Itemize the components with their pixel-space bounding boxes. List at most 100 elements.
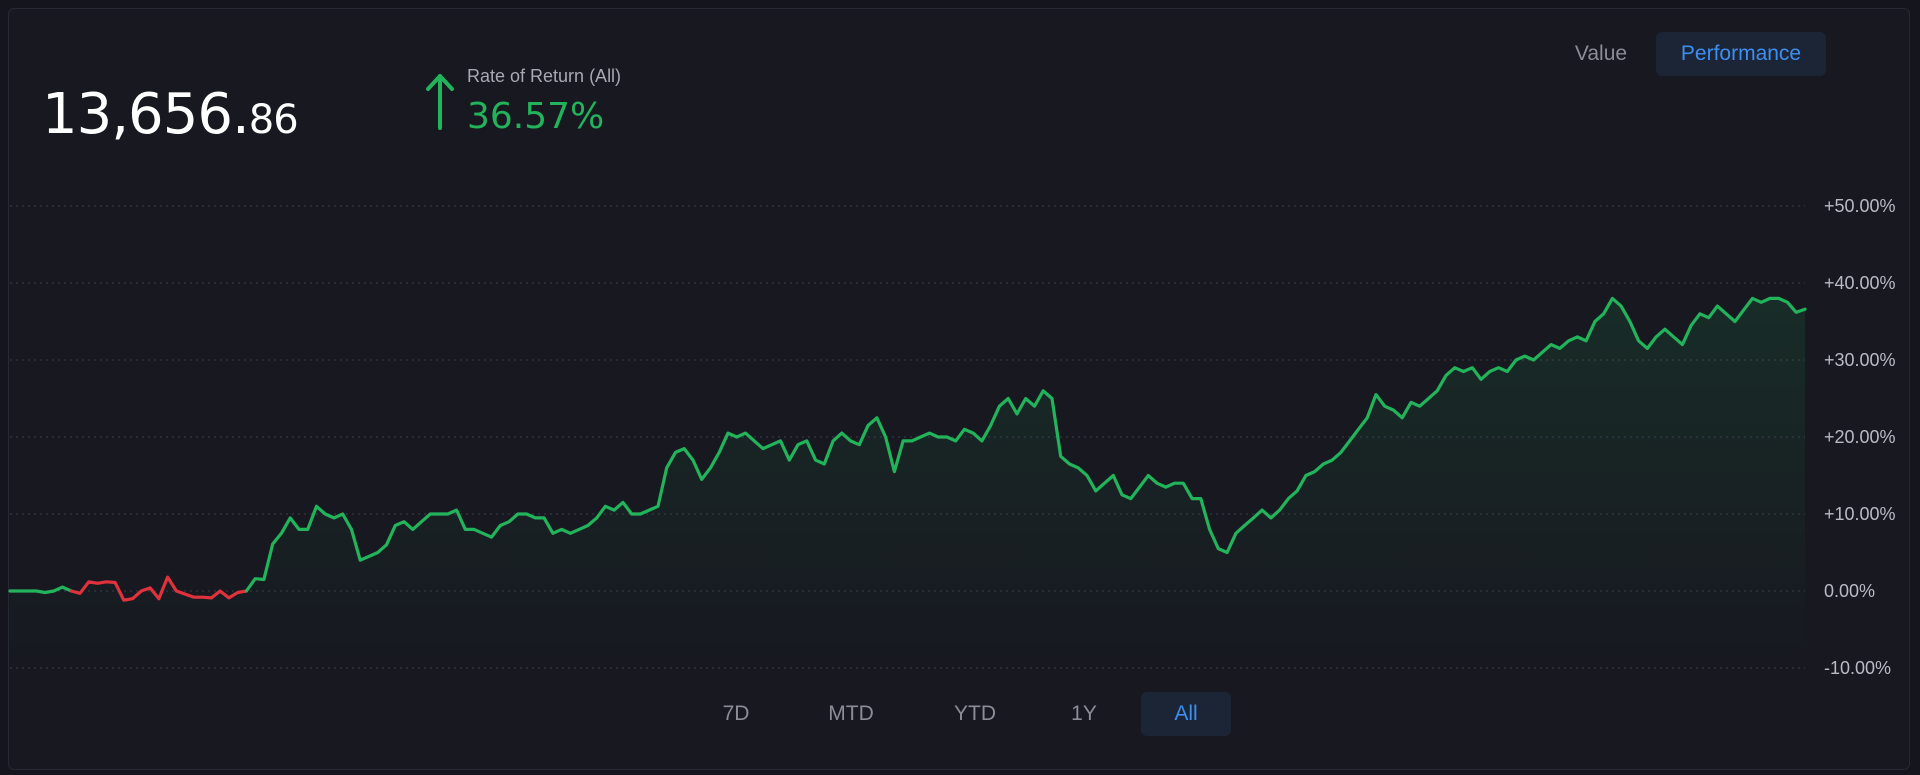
data-point (174, 589, 178, 593)
data-point (630, 512, 634, 516)
y-tick-label: +30.00% (1824, 350, 1896, 370)
data-point (236, 591, 240, 595)
data-point (34, 589, 38, 593)
data-point (822, 462, 826, 466)
data-point (1216, 547, 1220, 551)
data-point (1164, 485, 1168, 489)
data-point (831, 439, 835, 443)
data-point (1024, 397, 1028, 401)
data-point (1339, 450, 1343, 454)
data-point (1050, 397, 1054, 401)
data-point (971, 431, 975, 435)
data-point (262, 578, 266, 582)
data-point (1777, 296, 1781, 300)
data-point (1313, 470, 1317, 474)
data-point (279, 531, 283, 535)
data-point (1304, 474, 1308, 478)
data-point (306, 527, 310, 531)
data-point (52, 589, 56, 593)
data-point (638, 512, 642, 516)
data-point (1663, 327, 1667, 331)
data-point (472, 527, 476, 531)
range-all-button[interactable]: All (1141, 692, 1231, 736)
portfolio-value-decimals: 86 (248, 97, 299, 143)
data-point (1470, 366, 1474, 370)
data-point (1041, 389, 1045, 393)
data-point (1794, 310, 1798, 314)
data-point (139, 589, 143, 593)
range-7d-button[interactable]: 7D (722, 702, 750, 725)
performance-line-positive (8, 585, 73, 595)
data-point (1759, 300, 1763, 304)
data-point (1567, 339, 1571, 343)
range-1y-button[interactable]: 1Y (1071, 702, 1097, 725)
data-point (779, 439, 783, 443)
data-point (1234, 531, 1238, 535)
data-point (674, 450, 678, 454)
data-point (1742, 308, 1746, 312)
data-point (1645, 346, 1649, 350)
data-point (691, 458, 695, 462)
portfolio-value-integer: 13,656. (42, 82, 250, 147)
data-point (516, 512, 520, 516)
data-point (857, 443, 861, 447)
data-point (183, 592, 187, 596)
data-point (1085, 474, 1089, 478)
data-point (1094, 489, 1098, 493)
performance-line-negative (69, 575, 248, 602)
data-point (463, 527, 467, 531)
data-point (1190, 497, 1194, 501)
data-point (498, 524, 502, 528)
data-point (682, 447, 686, 451)
data-point (148, 586, 152, 590)
data-point (201, 595, 205, 599)
data-point (1181, 481, 1185, 485)
performance-area (10, 298, 1805, 668)
y-tick-label: 0.00% (1824, 581, 1875, 601)
data-point (709, 466, 713, 470)
data-point (1295, 489, 1299, 493)
data-point (437, 512, 441, 516)
data-point (420, 520, 424, 524)
data-point (376, 551, 380, 555)
data-point (1225, 551, 1229, 555)
data-point (1033, 404, 1037, 408)
data-point (411, 527, 415, 531)
y-tick-label: +40.00% (1824, 273, 1896, 293)
data-point (428, 512, 432, 516)
data-point (568, 531, 572, 535)
data-point (586, 524, 590, 528)
data-point (927, 431, 931, 435)
data-point (1602, 312, 1606, 316)
data-point (1243, 524, 1247, 528)
data-point (621, 500, 625, 504)
performance-view-button[interactable]: Performance (1656, 32, 1826, 76)
performance-line-positive (244, 296, 1807, 593)
range-mtd-button[interactable]: MTD (828, 702, 874, 725)
data-point (945, 435, 949, 439)
data-point (849, 439, 853, 443)
data-point (1540, 350, 1544, 354)
data-point (1418, 404, 1422, 408)
data-point (104, 580, 108, 584)
data-point (1637, 339, 1641, 343)
data-point (1400, 416, 1404, 420)
value-view-button[interactable]: Value (1574, 42, 1628, 65)
data-point (1111, 474, 1115, 478)
data-point (1768, 296, 1772, 300)
data-point (577, 527, 581, 531)
data-point (1628, 320, 1632, 324)
data-point (726, 431, 730, 435)
range-ytd-button[interactable]: YTD (954, 702, 996, 725)
data-point (227, 596, 231, 600)
data-point (157, 597, 161, 601)
data-point (1365, 416, 1369, 420)
data-point (1453, 366, 1457, 370)
data-point (1619, 304, 1623, 308)
data-point (1523, 354, 1527, 358)
data-point (1173, 481, 1177, 485)
data-point (1015, 412, 1019, 416)
data-point (1260, 508, 1264, 512)
data-point (1076, 466, 1080, 470)
data-point (1120, 493, 1124, 497)
